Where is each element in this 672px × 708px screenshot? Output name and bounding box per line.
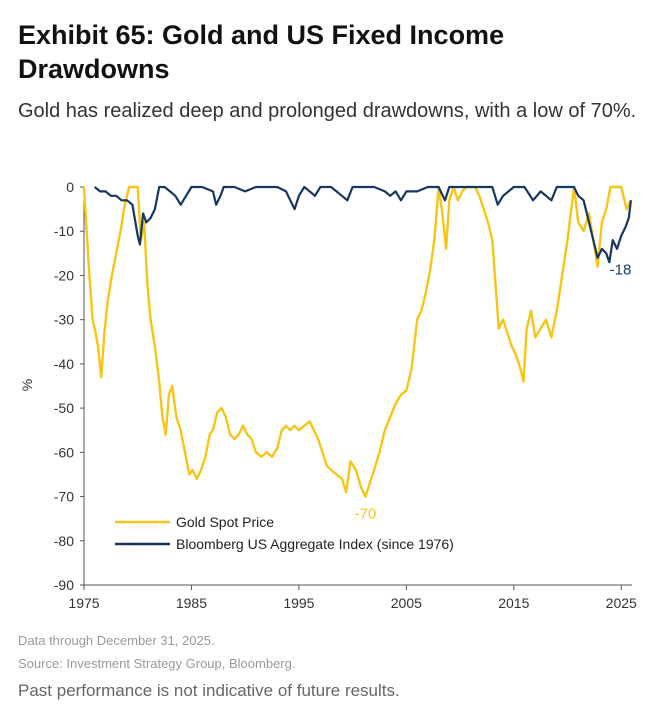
y-tick-label: -10 <box>54 223 74 239</box>
y-tick-label: -50 <box>54 400 74 416</box>
legend-label-aggregate: Bloomberg US Aggregate Index (since 1976… <box>176 536 454 552</box>
y-axis: 0 -10 -20 -30 -40 -50 -60 -70 -80 -90 <box>54 179 85 593</box>
y-tick-label: 0 <box>66 179 74 195</box>
drawdown-chart: 0 -10 -20 -30 -40 -50 -60 -70 -80 -90 1975 1985 199… <box>19 179 637 610</box>
disclaimer: Past performance is not indicative of fu… <box>18 681 400 700</box>
x-tick-label: 1995 <box>283 595 314 610</box>
x-tick-label: 2025 <box>606 595 637 610</box>
y-tick-label: -60 <box>54 444 74 460</box>
chart-subtitle: Gold has realized deep and prolonged dra… <box>18 100 637 122</box>
y-tick-label: -40 <box>54 356 74 372</box>
series-layer <box>82 185 632 498</box>
y-tick-label: -20 <box>54 267 74 283</box>
chart-title: Exhibit 65: Gold and US Fixed Income Dra… <box>18 20 505 84</box>
legend-label-gold: Gold Spot Price <box>176 514 274 530</box>
y-tick-label: -90 <box>54 577 74 593</box>
legend: Gold Spot Price Bloomberg US Aggregate In… <box>115 514 454 552</box>
x-tick-label: 1975 <box>68 595 99 610</box>
y-axis-label: % <box>19 379 35 391</box>
bloomberg-aggregate-line <box>94 185 632 264</box>
gold-low-annotation: -70 <box>355 506 377 523</box>
aggregate-low-annotation: -18 <box>610 262 632 279</box>
source-note: Source: Investment Strategy Group, Bloom… <box>18 656 296 671</box>
y-tick-label: -70 <box>54 489 74 505</box>
x-tick-label: 2005 <box>391 595 422 610</box>
x-axis: 1975 1985 1995 2005 2015 2025 <box>68 584 637 610</box>
y-tick-label: -30 <box>54 312 74 328</box>
x-tick-label: 1985 <box>176 595 207 610</box>
annotation-layer: -70 -18 <box>355 262 632 523</box>
data-through-note: Data through December 31, 2025. <box>18 633 215 648</box>
gold-spot-price-line <box>82 185 632 498</box>
y-tick-label: -80 <box>54 533 74 549</box>
x-tick-label: 2015 <box>498 595 529 610</box>
